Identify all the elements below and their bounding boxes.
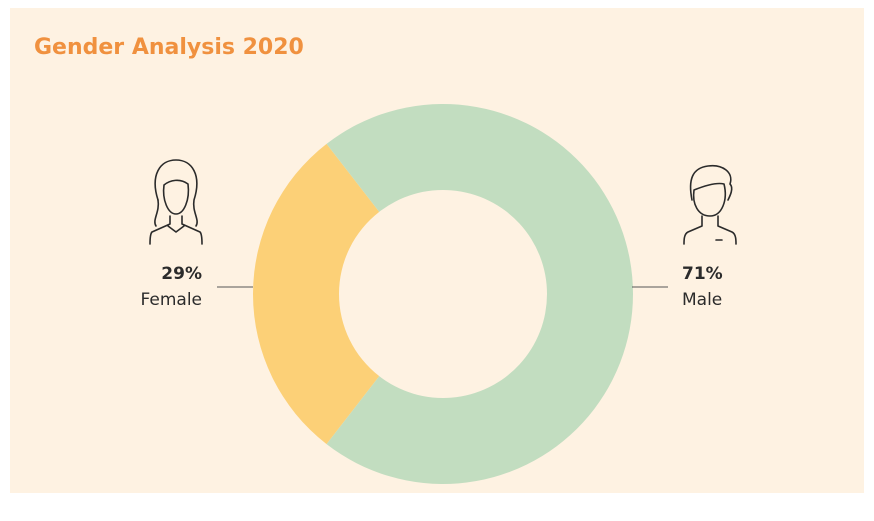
male-icon (683, 164, 737, 245)
donut-segment (252, 143, 380, 445)
value-label: 29% (161, 264, 202, 284)
female-icon (149, 159, 203, 245)
value-label: 71% (682, 264, 723, 284)
category-label: Female (141, 290, 202, 310)
donut-segment (326, 104, 633, 484)
chart-title: Gender Analysis 2020 (34, 35, 304, 60)
category-label: Male (682, 290, 722, 310)
